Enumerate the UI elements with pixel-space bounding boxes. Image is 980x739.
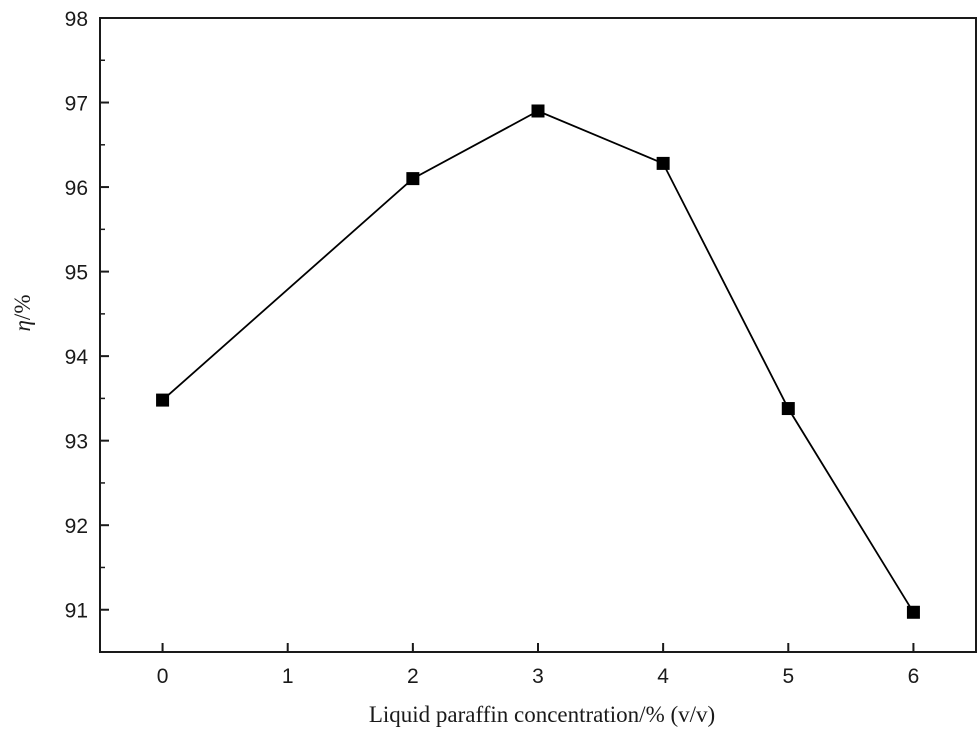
series-line-0: [162, 110, 915, 613]
x-tick-label-2: 2: [407, 665, 419, 688]
data-point-0-1: [406, 172, 420, 186]
data-point-0-5: [906, 605, 920, 619]
y-tick-label-2: 93: [65, 431, 88, 454]
x-tick-label-5: 5: [782, 665, 794, 688]
y-tick-label-1: 92: [65, 515, 88, 538]
y-axis-label: η/%: [10, 295, 35, 332]
x-tick-label-3: 3: [532, 665, 544, 688]
x-axis-label: Liquid paraffin concentration/% (v/v): [369, 702, 715, 727]
y-tick-label-6: 97: [65, 93, 88, 116]
x-tick-label-4: 4: [657, 665, 669, 688]
y-tick-label-5: 96: [65, 177, 88, 200]
y-tick-label-7: 98: [65, 8, 88, 31]
series-markers: [156, 104, 920, 619]
y-tick-label-3: 94: [65, 346, 89, 369]
x-tick-label-1: 1: [282, 665, 294, 688]
x-tick-label-0: 0: [157, 665, 169, 688]
data-point-0-3: [656, 156, 670, 170]
y-tick-label-4: 95: [65, 262, 88, 285]
data-point-0-4: [781, 402, 795, 416]
data-point-0-2: [531, 104, 545, 118]
y-tick-label-0: 91: [65, 600, 88, 623]
data-point-0-0: [156, 393, 170, 407]
axis-ticks: 0 1 2 3 4 5 6 91 92 93 94 95 96 97 98: [65, 8, 920, 688]
x-tick-label-6: 6: [908, 665, 920, 688]
series-line-group: [162, 110, 915, 613]
